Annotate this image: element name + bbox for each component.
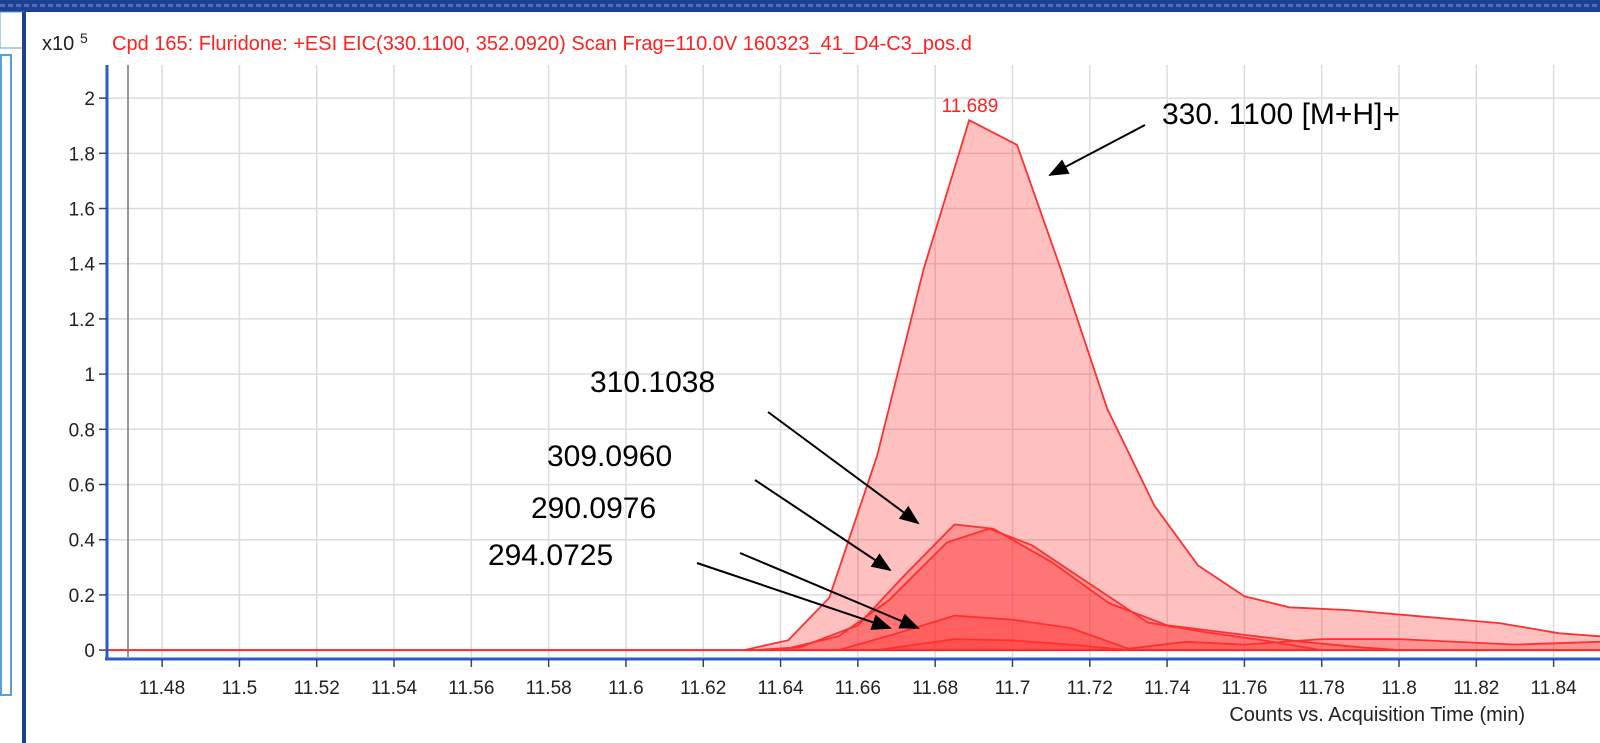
arrows	[696, 124, 1146, 630]
side-panel-border	[0, 54, 12, 696]
y-tick-label: 0.4	[69, 531, 96, 552]
x-tick-label: 11.84	[1531, 678, 1578, 699]
y-tick-label: 1.6	[69, 200, 95, 221]
x-tick-label: 11.72	[1067, 678, 1113, 699]
y-tick-label: 1.4	[69, 255, 96, 276]
y-tick-label: 1.2	[69, 310, 95, 331]
plot-panel	[26, 14, 1600, 743]
x-tick-label: 11.8	[1381, 678, 1417, 699]
x-tick-label: 11.52	[294, 678, 340, 699]
ticks: 0 0.2 0.4 0.6 0.8 1 1.2 1.4 1.6 1.8 2 11.48 11.5 11.5…	[69, 89, 1578, 699]
arrow	[767, 411, 920, 525]
x-tick-label: 11.82	[1453, 678, 1499, 699]
y-tick-label: 0.6	[69, 476, 95, 497]
grid	[108, 65, 1600, 657]
y-tick-label: 1.8	[69, 144, 95, 165]
annotation: 330. 1100 [M+H]+	[1162, 98, 1400, 131]
x-tick-label: 11.68	[912, 678, 958, 699]
arrow	[1048, 124, 1146, 176]
arrow	[754, 479, 892, 572]
x-tick-label: 11.74	[1144, 678, 1191, 699]
series-line	[838, 614, 1600, 651]
x-axis-label: Counts vs. Acquisition Time (min)	[1229, 704, 1525, 726]
x-tick-label: 11.66	[835, 678, 881, 699]
area-fill	[108, 120, 1600, 651]
annotation: 309.0960	[547, 440, 672, 473]
y-tick-label: 1	[84, 365, 95, 386]
x-tick-label: 11.76	[1221, 678, 1267, 699]
annotation: 294.0725	[488, 539, 613, 572]
annotation: 290.0976	[531, 492, 656, 525]
x-tick-label: 11.56	[448, 678, 494, 699]
x-tick-label: 11.48	[139, 678, 185, 699]
peak-label: 11.689	[942, 96, 999, 117]
y-tick-label: 0.2	[69, 586, 95, 607]
x-tick-label: 11.54	[371, 678, 418, 699]
window-border	[0, 0, 1600, 12]
arrow	[696, 562, 892, 630]
annotation: 310.1038	[590, 366, 715, 399]
x-tick-label: 11.7	[995, 678, 1031, 699]
y-tick-label: 2	[84, 89, 95, 110]
x-tick-label: 11.58	[526, 678, 572, 699]
panel-divider	[22, 12, 26, 743]
x-tick-label: 11.62	[680, 678, 726, 699]
y-tick-label: 0	[84, 641, 95, 662]
x-tick-label: 11.5	[222, 678, 258, 699]
chart-title: Cpd 165: Fluridone: +ESI EIC(330.1100, 3…	[112, 33, 972, 55]
series-line	[780, 527, 1322, 651]
y-multiplier: x10	[42, 33, 74, 55]
y-exponent: 5	[80, 30, 88, 46]
series-line	[753, 523, 1400, 651]
x-tick-label: 11.64	[757, 678, 804, 699]
x-tick-label: 11.6	[608, 678, 644, 699]
series-line	[108, 118, 1600, 651]
x-tick-label: 11.78	[1299, 678, 1345, 699]
y-tick-label: 0.8	[69, 420, 95, 441]
series-line	[877, 638, 1129, 651]
